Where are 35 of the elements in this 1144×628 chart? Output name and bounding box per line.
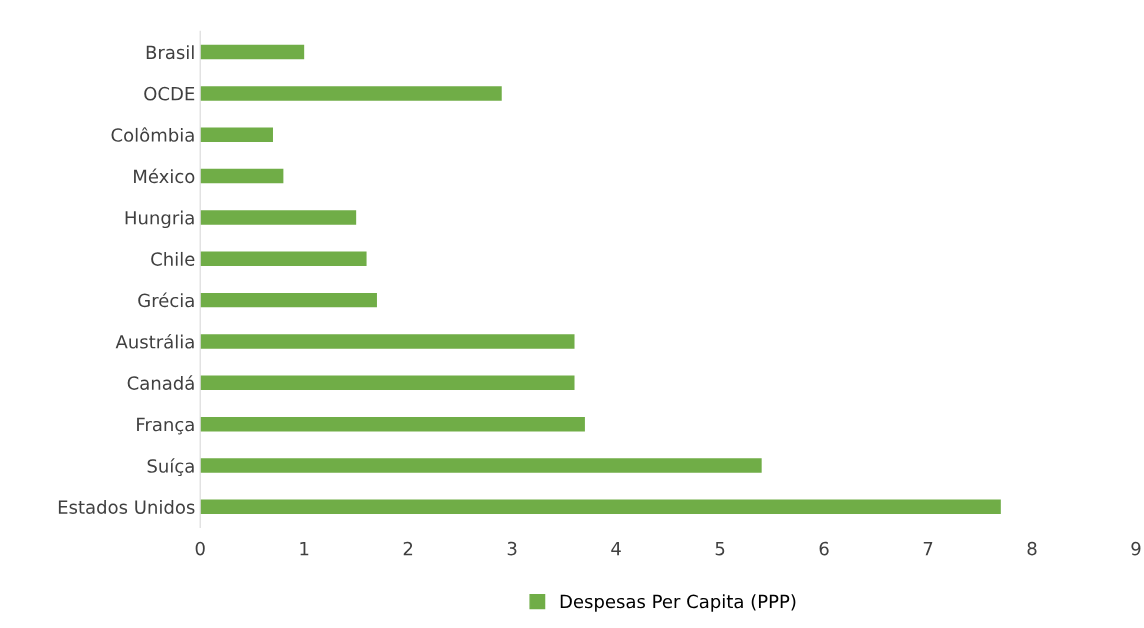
x-tick-label: 8 [1027, 541, 1037, 556]
bar [200, 334, 575, 349]
y-tick-label: França [137, 417, 194, 435]
x-tick-label: 9 [1131, 541, 1141, 556]
bar [200, 375, 575, 391]
y-tick-label: Austrália [115, 333, 194, 349]
y-tick-label: Hungria [125, 210, 194, 229]
y-tick-label: México [134, 168, 195, 184]
bar [200, 499, 1001, 515]
y-tick-label: Suíça [147, 458, 194, 477]
x-tick-label: 2 [403, 541, 413, 556]
bar [200, 210, 357, 225]
x-tick-label: 1 [300, 541, 309, 556]
bar [200, 251, 367, 267]
y-tick-label: Chile [151, 251, 195, 266]
y-tick-label: Brasil [146, 45, 194, 60]
y-tick-label: Estados Unidos [58, 499, 195, 514]
x-tick-label: 6 [819, 541, 829, 556]
bar [200, 86, 502, 101]
bar [200, 292, 377, 308]
bar [200, 416, 585, 432]
bar [200, 168, 284, 184]
y-tick-label: OCDE [144, 86, 195, 101]
x-tick-label: 4 [611, 541, 621, 556]
legend-label: Despesas Per Capita (PPP) [560, 594, 796, 612]
x-tick-label: 7 [923, 541, 933, 556]
bar [200, 44, 305, 60]
x-tick-label: 0 [195, 541, 205, 556]
bar [200, 127, 273, 142]
y-tick-label: Grécia [138, 292, 194, 308]
bar [200, 458, 762, 473]
y-tick-label: Canadá [127, 375, 194, 390]
y-tick-label: Colômbia [111, 127, 194, 142]
x-tick-label: 3 [507, 541, 517, 556]
x-tick-label: 5 [715, 541, 725, 556]
